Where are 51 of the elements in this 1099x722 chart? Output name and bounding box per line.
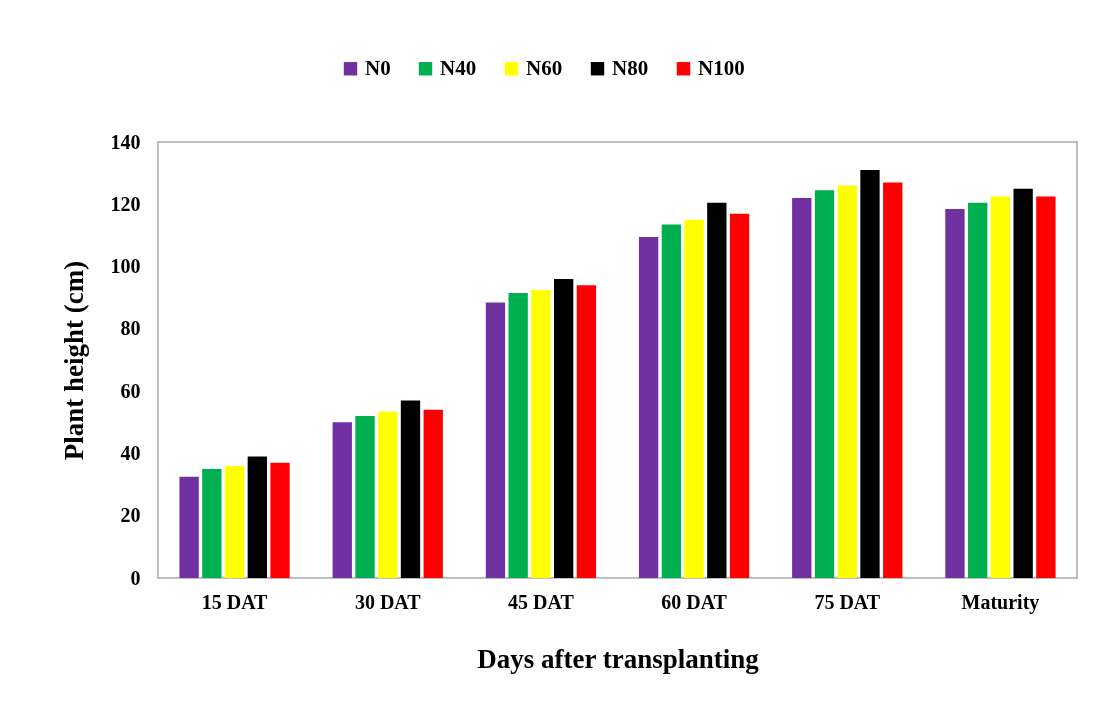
x-tick-label: 15 DAT [201,590,269,613]
bar [661,224,682,578]
bar [837,185,857,578]
x-tick-label: 75 DAT [814,590,881,613]
y-tick-label: 120 [110,192,141,215]
y-axis-title: Plant height (cm) [58,260,89,461]
bar [485,302,506,578]
bar [792,198,812,578]
y-tick-label: 40 [120,441,141,464]
bar [968,202,988,578]
bar [684,219,704,578]
bar [707,202,727,578]
bar [729,213,750,578]
x-axis-title: Days after transplanting [477,643,760,674]
legend-label: N60 [526,55,563,80]
x-tick-label: 30 DAT [354,590,422,613]
bar [400,400,421,578]
bar [814,190,835,578]
bar [355,416,375,578]
y-tick-label: 80 [120,317,141,340]
y-tick-label: 140 [110,130,141,153]
bar [990,196,1011,578]
bar [1036,196,1056,578]
bar [247,456,267,578]
y-tick-label: 0 [130,566,141,589]
x-tick-label: Maturity [961,590,1040,614]
bar [378,411,398,578]
legend-label: N80 [612,55,649,80]
y-tick-label: 60 [120,379,141,402]
x-tick-label: 45 DAT [508,590,575,613]
legend-label: N0 [365,55,391,80]
bar [883,182,903,578]
bar [945,208,965,578]
x-tick-label: 60 DAT [661,590,728,613]
bar [1013,188,1033,578]
bar [638,236,659,578]
bar [270,462,290,578]
bar [332,422,352,578]
y-tick-label: 20 [120,504,141,527]
bar [531,289,551,578]
bar [860,170,880,578]
bar [553,279,574,578]
legend-label: N40 [440,55,477,80]
bar [179,476,199,578]
y-tick-label: 100 [110,255,141,278]
bar [423,409,443,578]
bar [224,465,245,578]
bar [576,285,597,578]
bar [202,469,222,578]
legend-label: N100 [698,55,745,80]
bar [508,293,528,578]
